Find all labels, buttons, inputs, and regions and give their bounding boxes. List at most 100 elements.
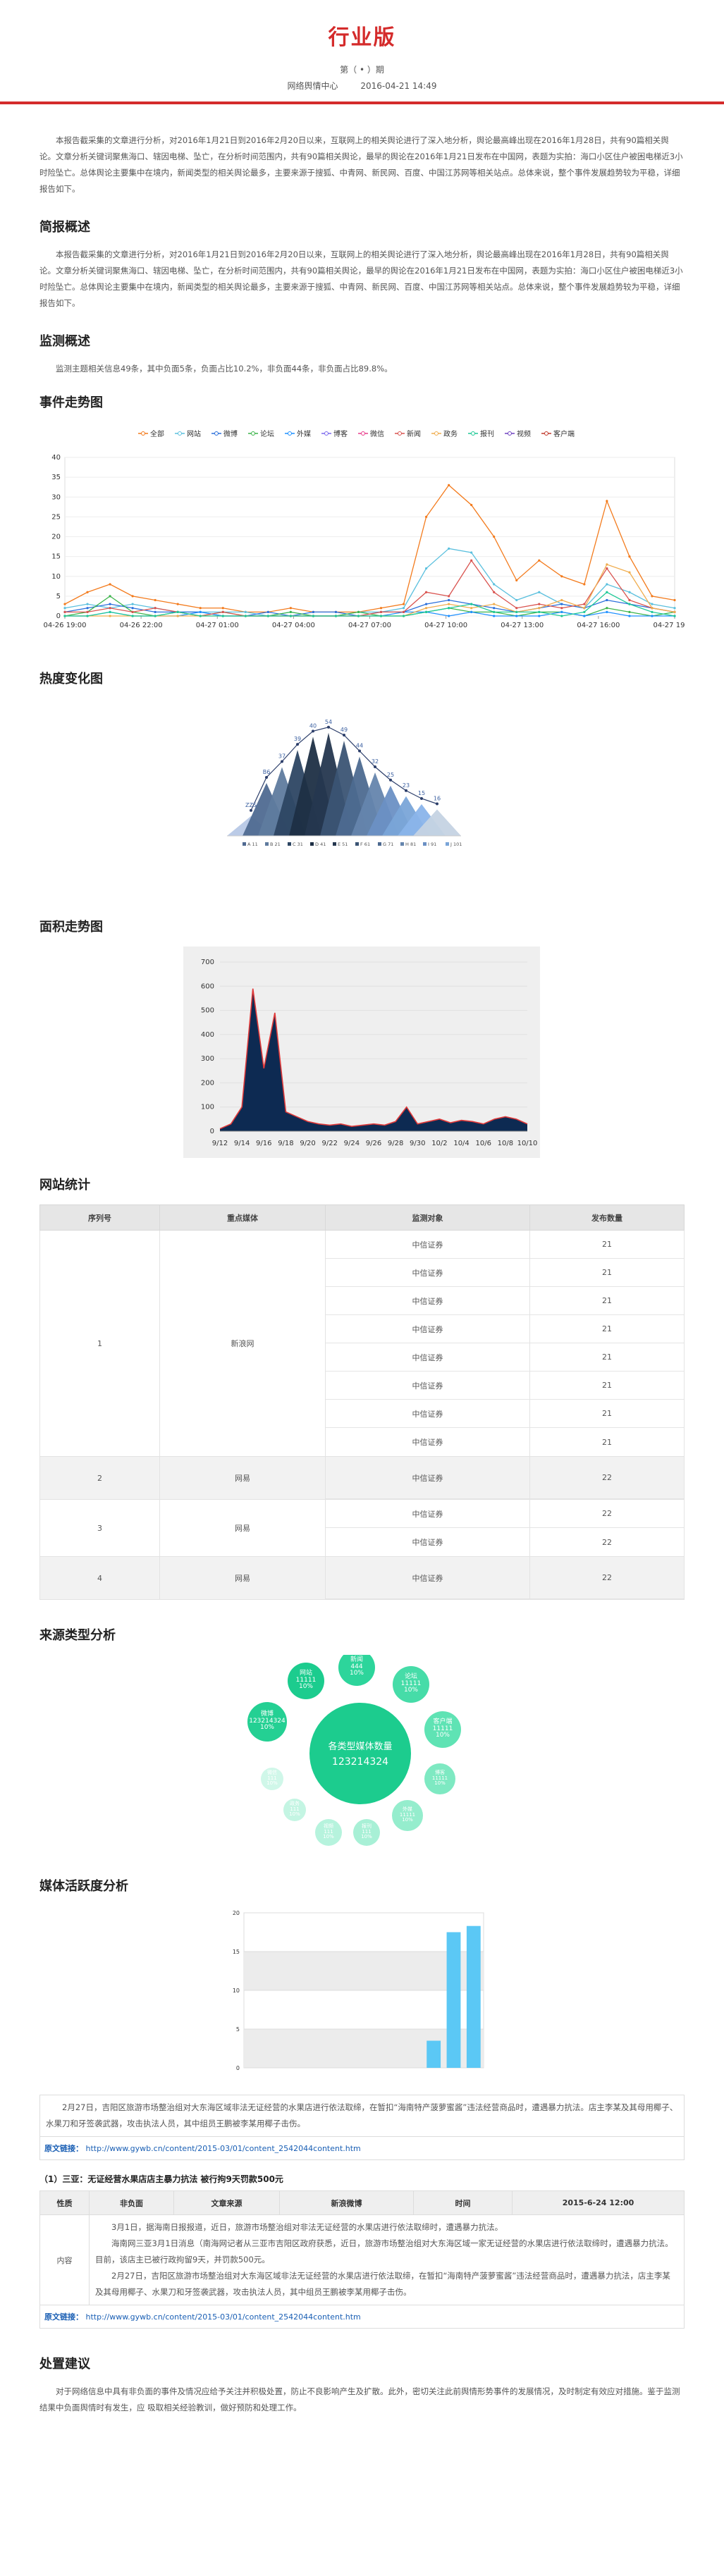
site-count-cell: 22: [529, 1556, 685, 1600]
bubble-item-value: 123214324: [249, 1718, 286, 1725]
site-media: 网易: [159, 1499, 326, 1557]
heat-point: [327, 725, 330, 729]
trend-point: [515, 610, 518, 613]
site-seq: 1: [39, 1230, 160, 1457]
heat-point: [343, 734, 345, 737]
trend-point: [448, 615, 450, 617]
trend-point: [583, 615, 586, 617]
site-count: 22: [530, 1457, 684, 1499]
trend-point: [538, 591, 541, 593]
trend-point: [606, 583, 608, 586]
heat-peak: [413, 809, 461, 836]
trend-point: [538, 603, 541, 605]
area-ytick: 300: [201, 1055, 214, 1063]
heat-legend-label: E 51: [338, 842, 348, 847]
media-bar: [427, 2040, 441, 2068]
bubble-item-name: 论坛: [405, 1672, 417, 1680]
bubble-item-name: 微博: [261, 1709, 274, 1718]
heat-point-label: 49: [340, 727, 348, 733]
bubble-item-pct: 10%: [289, 1811, 300, 1817]
heat-legend-swatch: [423, 842, 427, 846]
heat-legend-swatch: [400, 842, 404, 846]
site-target-cell: 中信证券 中信证券 中信证券 中信证券 中信证券 中信证券 中信证券 中信证券: [325, 1230, 530, 1457]
heat-legend-label: A 11: [247, 842, 258, 847]
heat-point: [420, 797, 423, 800]
site-count-cell: 22: [529, 1456, 685, 1500]
trend-point: [538, 559, 541, 562]
trend-point: [63, 615, 66, 617]
trend-point: [86, 591, 89, 593]
trend-point: [424, 603, 428, 605]
news1-link-label: 原文链接：: [44, 2144, 83, 2153]
bubble-item-name: 微信: [267, 1769, 277, 1775]
bubble-item-value: 11111: [432, 1775, 448, 1781]
bubble-item-pct: 10%: [350, 1670, 364, 1677]
trend-point: [470, 503, 473, 507]
trend-point: [583, 607, 586, 610]
site-count: 21: [602, 1437, 612, 1447]
trend-point: [402, 603, 405, 605]
heat-point-label: 40: [309, 722, 317, 729]
monitor-heading: 监测概述: [39, 334, 90, 349]
area-xtick: 9/28: [388, 1140, 403, 1147]
media-ytick: 5: [236, 2026, 240, 2033]
heat-point: [250, 808, 252, 812]
trend-legend-label: 微信: [370, 429, 384, 438]
trend-point: [131, 603, 134, 605]
news2-link[interactable]: http://www.gywb.cn/content/2015-03/01/co…: [85, 2312, 361, 2322]
heat-point-label: B6: [263, 769, 271, 775]
news2-h-time: 时间: [413, 2190, 513, 2215]
area-xtick: 9/30: [410, 1140, 425, 1147]
trend-legend-marker: [324, 431, 329, 436]
trend-point: [109, 607, 111, 610]
site-target: 中信证券: [326, 1259, 529, 1287]
report-meta: 网络舆情中心 2016-04-21 14:49: [0, 80, 724, 92]
news2-h-time-val: 2015-6-24 12:00: [512, 2190, 685, 2215]
trend-xtick: 04-27 10:00: [424, 622, 467, 629]
heat-point: [436, 802, 438, 806]
trend-point: [628, 603, 631, 605]
trend-point: [493, 610, 496, 613]
trend-legend-label: 新闻: [407, 429, 421, 438]
trend-xtick: 04-27 07:00: [348, 622, 391, 629]
trend-point: [583, 583, 586, 586]
heat-legend-swatch: [333, 842, 336, 846]
media-chart: 0 5 10 15 20: [39, 1906, 685, 2092]
trend-point: [357, 615, 360, 617]
site-col-media: 重点媒体: [159, 1204, 326, 1231]
heat-legend-label: F 61: [360, 842, 370, 847]
site-col-count: 发布数量: [529, 1204, 685, 1231]
trend-point: [289, 610, 292, 613]
trend-point: [493, 591, 496, 593]
trend-point: [651, 610, 654, 613]
trend-point: [560, 607, 563, 610]
trend-point: [334, 610, 338, 613]
trend-point: [109, 583, 111, 586]
trend-point: [131, 610, 134, 613]
trend-point: [131, 595, 134, 598]
trend-point: [515, 579, 518, 581]
trend-point: [651, 615, 654, 617]
trend-xtick: 04-26 22:00: [120, 622, 163, 629]
trend-point: [244, 610, 247, 613]
trend-point: [109, 595, 111, 598]
trend-point: [221, 615, 224, 617]
news1-link[interactable]: http://www.gywb.cn/content/2015-03/01/co…: [85, 2144, 361, 2153]
site-table-row: 2 网易 中信证券 22: [39, 1456, 685, 1500]
site-target: 中信证券: [326, 1343, 529, 1372]
site-target: 中信证券: [326, 1315, 529, 1343]
area-ytick: 0: [210, 1128, 214, 1135]
heat-legend-swatch: [378, 842, 381, 846]
news2-title: （1）三亚：无证经营水果店店主暴力抗法 被行拘9天罚款500元: [39, 2174, 283, 2184]
bubble-item-pct: 10%: [402, 1817, 413, 1823]
site-target: 中信证券: [326, 1372, 529, 1400]
area-ytick: 100: [201, 1104, 214, 1111]
media-ytick: 10: [233, 1988, 240, 1994]
trend-point: [86, 603, 89, 605]
site-count: 21: [530, 1315, 684, 1343]
area-chart-svg: 0 100 200 300 400 500 600 700 9/12 9/14 9/16 9/18 9/…: [183, 947, 540, 1158]
trend-point: [606, 598, 608, 602]
trend-legend-marker: [178, 431, 182, 436]
heat-point: [312, 729, 314, 733]
trend-xtick: 04-27 04:00: [272, 622, 315, 629]
